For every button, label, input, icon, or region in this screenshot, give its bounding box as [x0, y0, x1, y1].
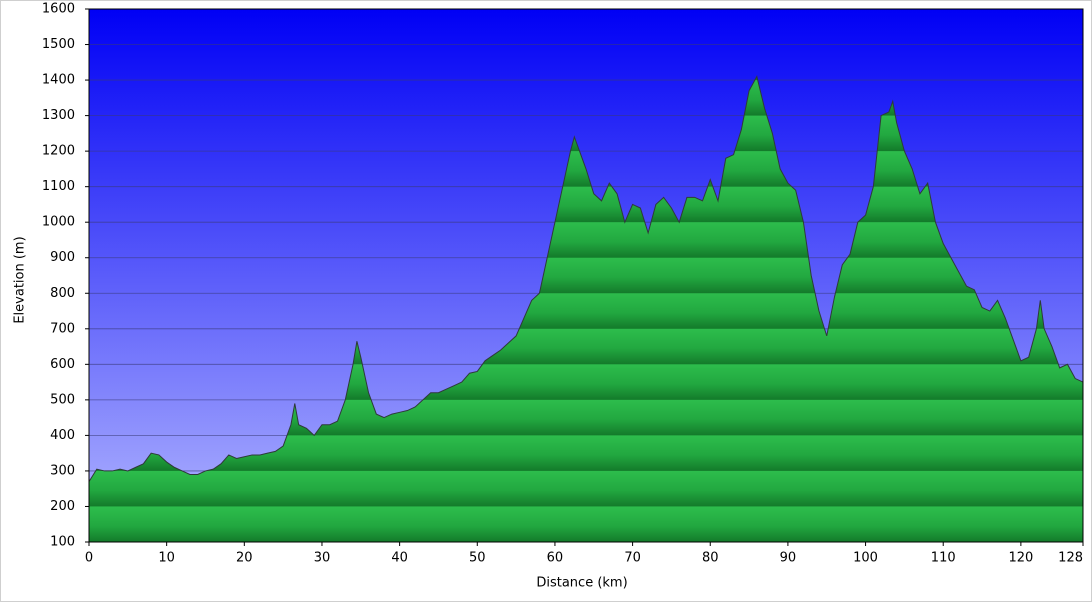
x-tick-label: 20	[236, 551, 253, 566]
elevation-area	[89, 76, 1083, 542]
y-tick-label: 1100	[42, 179, 75, 194]
y-tick-label: 400	[50, 428, 75, 443]
y-axis-label: Elevation (m)	[13, 236, 28, 323]
y-tick-label: 500	[50, 392, 75, 407]
y-tick-label: 700	[50, 321, 75, 336]
x-tick-label: 70	[624, 551, 641, 566]
y-tick-label: 1600	[42, 2, 75, 17]
y-tick-label: 900	[50, 250, 75, 265]
x-tick-label: 0	[85, 551, 93, 566]
y-tick-label: 1000	[42, 215, 75, 230]
x-tick-label: 10	[158, 551, 175, 566]
x-tick-label: 40	[391, 551, 408, 566]
x-tick-label: 30	[314, 551, 331, 566]
y-tick-label: 100	[50, 535, 75, 550]
y-tick-label: 800	[50, 286, 75, 301]
x-tick-label: 60	[547, 551, 564, 566]
elevation-line	[88, 75, 1084, 482]
x-tick-label: 90	[780, 551, 797, 566]
x-tick-label: 50	[469, 551, 486, 566]
y-tick-label: 1200	[42, 144, 75, 159]
x-tick-label: 110	[931, 551, 956, 566]
y-tick-label: 1300	[42, 108, 75, 123]
x-tick-label: 128	[1058, 551, 1083, 566]
y-tick-label: 300	[50, 463, 75, 478]
x-axis-label: Distance (km)	[536, 576, 627, 591]
plot-border	[88, 8, 1084, 543]
x-tick-label: 100	[853, 551, 878, 566]
y-tick-label: 1400	[42, 73, 75, 88]
y-tick-label: 600	[50, 357, 75, 372]
x-tick-label: 120	[1008, 551, 1033, 566]
x-tick-label: 80	[702, 551, 719, 566]
y-tick-label: 1500	[42, 37, 75, 52]
y-tick-label: 200	[50, 499, 75, 514]
